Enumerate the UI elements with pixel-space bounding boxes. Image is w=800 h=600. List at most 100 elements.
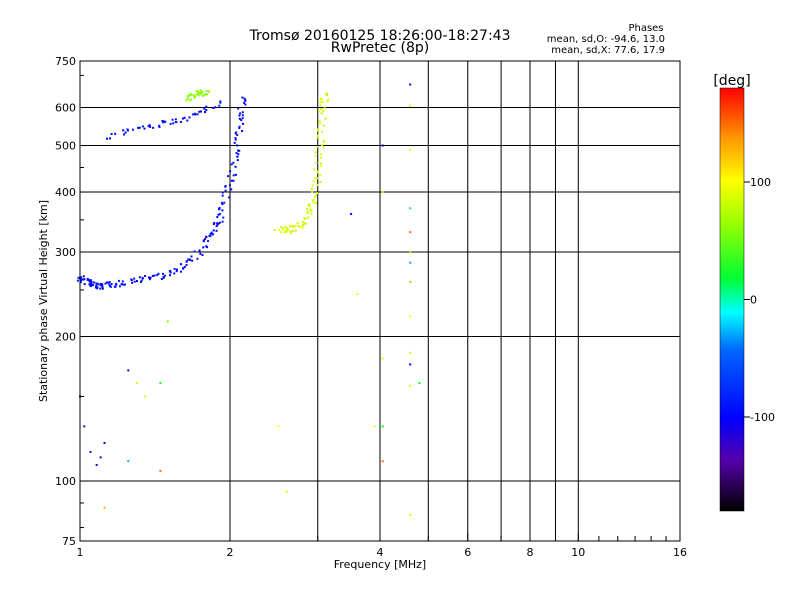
data-point xyxy=(310,187,313,190)
y-tick-label: 600 xyxy=(55,102,76,115)
data-point xyxy=(320,97,323,100)
data-point xyxy=(318,119,321,122)
chart-subtitle: RwPretec (8p) xyxy=(331,40,429,56)
colorbar-tick-label: 0 xyxy=(750,294,757,307)
chart-title: Tromsø 20160125 18:26:00-18:27:43 xyxy=(249,28,511,44)
data-point xyxy=(197,94,200,97)
data-point xyxy=(320,112,323,115)
data-point xyxy=(209,232,212,235)
data-point xyxy=(218,213,221,216)
colorbar-tick-label: -100 xyxy=(750,411,775,424)
data-point xyxy=(202,94,205,97)
data-point xyxy=(114,132,117,135)
data-point xyxy=(88,283,91,286)
data-point xyxy=(286,228,289,231)
data-point xyxy=(83,425,86,428)
data-point xyxy=(296,221,299,224)
data-point xyxy=(313,168,316,171)
data-point xyxy=(196,92,199,95)
data-point xyxy=(234,138,237,141)
data-point xyxy=(322,110,325,113)
data-point xyxy=(381,144,384,147)
data-point xyxy=(230,188,233,191)
data-point xyxy=(326,92,329,95)
data-point xyxy=(301,224,304,227)
data-point xyxy=(236,155,239,158)
data-point xyxy=(409,83,412,86)
data-point xyxy=(381,357,384,360)
data-point xyxy=(311,200,314,203)
data-point xyxy=(174,118,177,121)
data-point xyxy=(230,179,233,182)
data-point xyxy=(294,229,297,232)
data-point xyxy=(217,213,220,216)
data-point xyxy=(236,159,239,162)
data-point xyxy=(77,276,80,279)
data-point xyxy=(80,279,83,282)
data-point xyxy=(319,153,322,156)
data-point xyxy=(230,163,233,166)
data-point xyxy=(131,128,134,131)
data-point xyxy=(127,129,130,132)
colorbar-tick-label: 100 xyxy=(750,176,771,189)
data-point xyxy=(201,91,204,94)
data-point xyxy=(203,107,206,110)
data-point xyxy=(196,113,199,116)
data-point xyxy=(162,120,165,123)
data-point xyxy=(210,231,213,234)
data-point xyxy=(109,285,112,288)
data-point xyxy=(147,125,150,128)
data-point xyxy=(181,117,184,120)
data-point xyxy=(76,279,79,282)
data-point xyxy=(195,93,198,96)
x-axis: 1 2 4 6 8 10 16 xyxy=(77,533,687,559)
data-point xyxy=(131,281,134,284)
y-axis-label: Stationary phase Virtual Height [km] xyxy=(37,200,50,402)
data-point xyxy=(101,287,104,290)
data-point xyxy=(93,281,96,284)
colorbar-ticks: 100 0 -100 xyxy=(744,176,775,424)
data-point xyxy=(285,490,288,493)
y-axis: 75 100 200 300 400 500 600 750 xyxy=(55,55,88,548)
data-point xyxy=(409,104,412,107)
data-point xyxy=(218,104,221,107)
y-tick-label: 200 xyxy=(55,331,76,344)
x-tick-label: 8 xyxy=(527,546,534,559)
data-point xyxy=(237,149,240,152)
data-point xyxy=(127,369,130,372)
data-point xyxy=(281,227,284,230)
data-point xyxy=(90,285,93,288)
data-point xyxy=(409,148,412,151)
data-point xyxy=(236,133,239,136)
data-point xyxy=(191,259,194,262)
data-point xyxy=(244,99,247,102)
data-point xyxy=(216,215,219,218)
data-point xyxy=(169,122,172,125)
data-point xyxy=(325,92,328,95)
data-point xyxy=(284,225,287,228)
data-point xyxy=(135,382,138,385)
data-point xyxy=(83,283,86,286)
data-point xyxy=(103,442,106,445)
data-point xyxy=(164,274,167,277)
data-point xyxy=(317,136,320,139)
data-point xyxy=(286,230,289,233)
data-point xyxy=(126,128,129,131)
data-point xyxy=(320,156,323,159)
data-point xyxy=(218,221,221,224)
data-point xyxy=(235,151,238,154)
data-point xyxy=(319,162,322,165)
data-point xyxy=(288,225,291,228)
data-point xyxy=(327,98,330,101)
data-point xyxy=(105,281,108,284)
data-point xyxy=(108,283,111,286)
data-point xyxy=(176,268,179,271)
x-tick-label: 2 xyxy=(227,546,234,559)
data-point xyxy=(222,216,225,219)
data-point xyxy=(356,293,359,296)
data-point xyxy=(315,192,318,195)
data-point xyxy=(285,229,288,232)
data-point xyxy=(418,382,421,385)
data-point xyxy=(319,101,322,104)
data-point xyxy=(173,267,176,270)
